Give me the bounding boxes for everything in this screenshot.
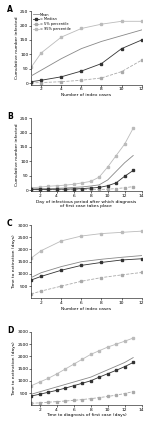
Text: D: D: [7, 326, 13, 335]
Y-axis label: Cumulative number infected: Cumulative number infected: [15, 16, 19, 79]
Y-axis label: Cumulative number infected: Cumulative number infected: [15, 124, 19, 186]
Legend: Mean, = Median, = 5% percentile, = 95% percentile: Mean, = Median, = 5% percentile, = 95% p…: [32, 12, 71, 32]
X-axis label: Number of index cases: Number of index cases: [61, 93, 111, 97]
Y-axis label: Time to extinction (days): Time to extinction (days): [12, 234, 16, 289]
X-axis label: Day of infectious period after which diagnosis
of first case takes place: Day of infectious period after which dia…: [36, 200, 136, 208]
Text: A: A: [7, 5, 13, 14]
Text: B: B: [7, 112, 13, 121]
X-axis label: Number of index cases: Number of index cases: [61, 307, 111, 310]
Y-axis label: Time to extinction (days): Time to extinction (days): [12, 341, 16, 396]
Text: C: C: [7, 219, 12, 228]
X-axis label: Time to diagnosis of first case (days): Time to diagnosis of first case (days): [46, 413, 127, 418]
